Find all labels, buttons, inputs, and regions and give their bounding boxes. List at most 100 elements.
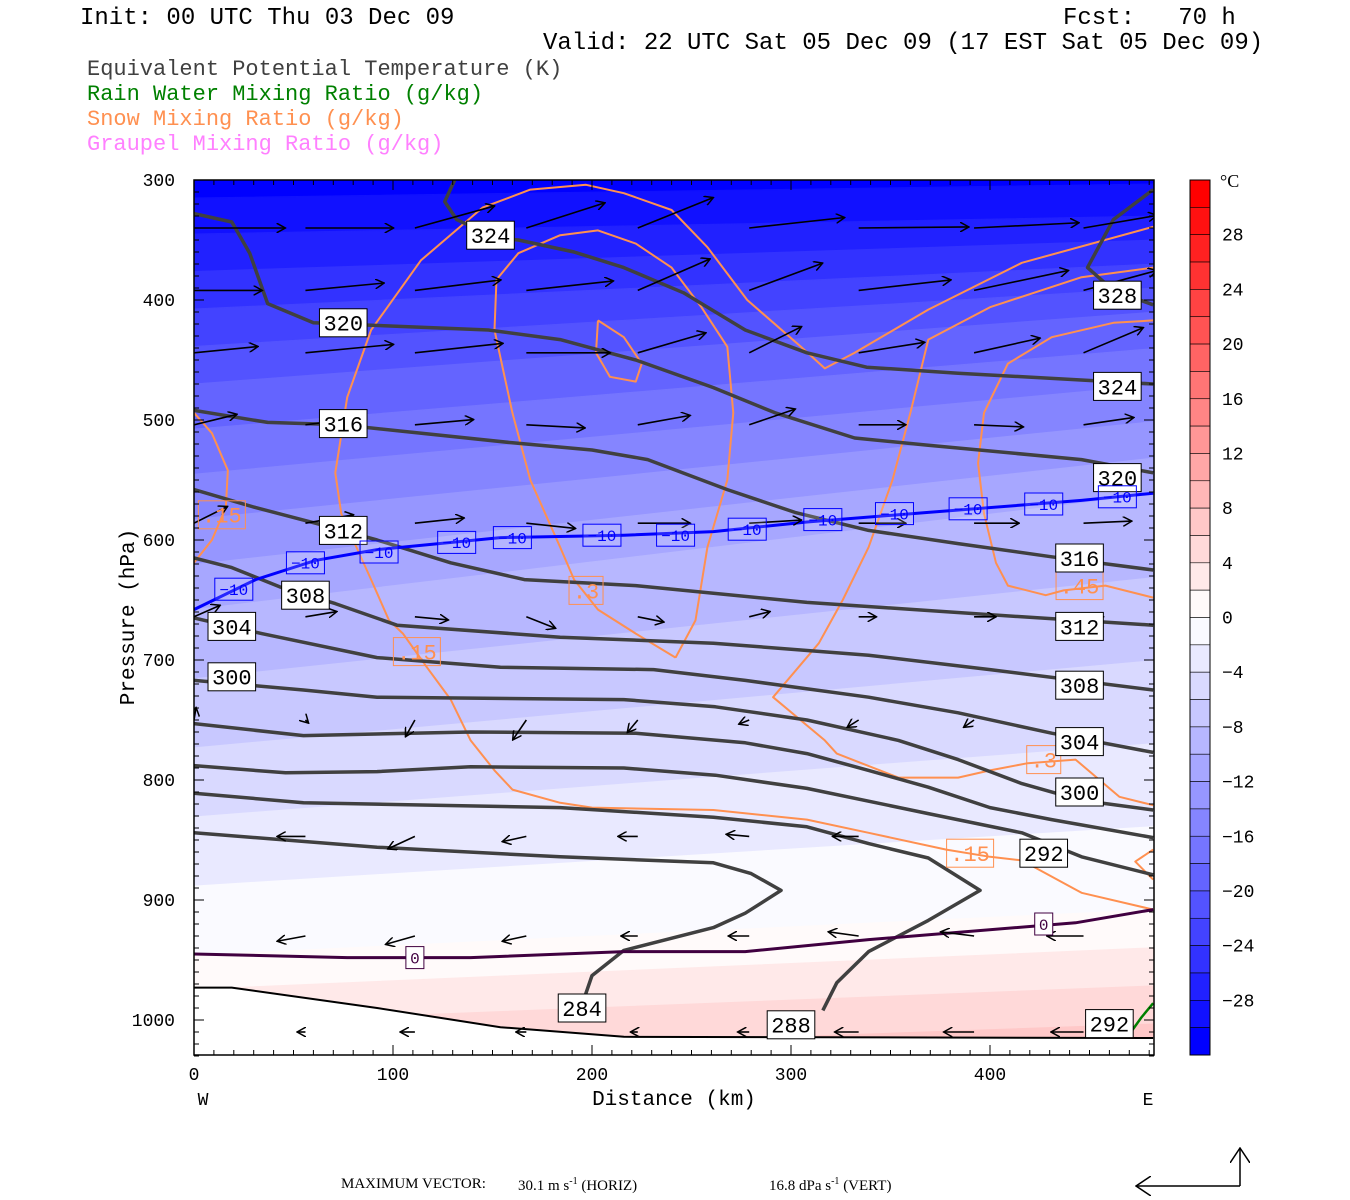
theta-e-label: 324 bbox=[471, 225, 511, 250]
theta-e-label-box bbox=[318, 409, 368, 439]
isotherm-label: 0 bbox=[1039, 917, 1049, 935]
snow-contour bbox=[334, 183, 1154, 911]
colorbar-bin bbox=[1189, 726, 1211, 755]
theta-e-label-box bbox=[1055, 727, 1104, 757]
y-tick-label: 1000 bbox=[132, 1012, 175, 1032]
colorbar-tick-label: −12 bbox=[1222, 774, 1254, 794]
wind-vector bbox=[637, 617, 664, 622]
isotherm-label-box bbox=[1034, 912, 1054, 936]
colorbar-tick-label: 20 bbox=[1222, 336, 1244, 356]
wind-vector bbox=[739, 720, 750, 724]
legend-graupel: Graupel Mixing Ratio (g/kg) bbox=[87, 132, 444, 157]
wind-vector bbox=[414, 420, 474, 426]
snow-contour bbox=[493, 229, 735, 659]
theta-e-label-box bbox=[1055, 670, 1104, 700]
wind-vector bbox=[974, 223, 1079, 229]
wind-vector bbox=[305, 344, 393, 354]
theta-e-contour bbox=[194, 487, 1154, 627]
temperature-band bbox=[194, 287, 1154, 385]
wind-vector bbox=[414, 206, 495, 229]
y-tick-label: 300 bbox=[143, 172, 175, 192]
wind-vector bbox=[1083, 417, 1134, 426]
theta-e-label: 312 bbox=[323, 520, 363, 545]
snow-contour-label-box bbox=[1026, 745, 1062, 775]
colorbar-bin bbox=[1189, 808, 1211, 837]
plot-frame bbox=[193, 179, 1155, 1056]
isotherm-label-box bbox=[492, 526, 532, 550]
theta-e-label-box bbox=[1055, 543, 1104, 573]
wind-vector bbox=[526, 281, 613, 292]
theta-e-label-box bbox=[318, 515, 368, 545]
theta-e-label-box bbox=[557, 993, 607, 1023]
y-tick-label: 900 bbox=[143, 892, 175, 912]
theta-e-label: 304 bbox=[1060, 732, 1100, 757]
colorbar-tick-label: −28 bbox=[1222, 992, 1254, 1012]
isotherm-label: −10 bbox=[733, 522, 762, 540]
x-tick-label: 400 bbox=[974, 1066, 1006, 1086]
colorbar-bin bbox=[1189, 917, 1211, 946]
wind-vector bbox=[305, 612, 337, 617]
max-vector-horiz: 30.1 m s-1 (HORIZ) bbox=[518, 1176, 637, 1195]
theta-e-label: 288 bbox=[771, 1015, 811, 1040]
colorbar-bin bbox=[1189, 835, 1211, 864]
wind-vector bbox=[749, 520, 802, 523]
isotherm-label-box bbox=[803, 508, 843, 532]
wind-vector bbox=[526, 425, 585, 428]
snow-contour-label-box bbox=[392, 637, 441, 667]
temperature-field bbox=[194, 180, 1154, 1055]
theta-e-label-box bbox=[466, 220, 515, 250]
colorbar-bin bbox=[1189, 316, 1211, 345]
theta-e-label: 312 bbox=[1060, 616, 1100, 641]
colorbar-bin bbox=[1189, 480, 1211, 509]
theta-e-label-box bbox=[207, 611, 257, 641]
wind-vector bbox=[858, 280, 951, 292]
temperature-band bbox=[194, 826, 1154, 956]
wind-vector bbox=[627, 719, 639, 733]
wind-vector bbox=[748, 409, 795, 426]
temperature-band bbox=[194, 421, 1154, 565]
theta-e-contour bbox=[442, 180, 1154, 386]
theta-e-contour bbox=[194, 678, 1154, 812]
isotherm-label: −10 bbox=[219, 582, 248, 600]
wind-vectors bbox=[194, 198, 1154, 1032]
terrain-line bbox=[194, 986, 1154, 1039]
colorbar-bin bbox=[1189, 398, 1211, 427]
colorbar-tick-label: −8 bbox=[1222, 719, 1244, 739]
isotherm-label: −10 bbox=[1103, 490, 1132, 508]
colorbar-bin bbox=[1189, 753, 1211, 782]
colorbar-bin bbox=[1189, 343, 1211, 372]
x-axis-label: Distance (km) bbox=[592, 1089, 756, 1112]
reference-vector-icon bbox=[1136, 1148, 1240, 1186]
colorbar-tick-label: 24 bbox=[1222, 281, 1244, 301]
vert-exponent: -1 bbox=[831, 1176, 840, 1187]
theta-e-label: 320 bbox=[1098, 468, 1138, 493]
temperature-band bbox=[194, 183, 1154, 235]
wind-vector bbox=[637, 333, 706, 354]
x-tick-label: 200 bbox=[576, 1066, 608, 1086]
isotherm-label: −10 bbox=[954, 502, 983, 520]
theta-e-label: 324 bbox=[1098, 376, 1138, 401]
theta-e-label: 292 bbox=[1024, 843, 1064, 868]
colorbar-tick-label: 12 bbox=[1222, 445, 1244, 465]
y-tick-label: 600 bbox=[143, 532, 175, 552]
wind-vector bbox=[847, 720, 860, 727]
wind-vector bbox=[973, 338, 1040, 354]
theta-e-contour bbox=[194, 616, 1154, 755]
isotherm-label: −10 bbox=[291, 556, 320, 574]
isotherm-label-box bbox=[359, 540, 399, 564]
y-tick-label: 800 bbox=[143, 772, 175, 792]
wind-vector bbox=[526, 616, 555, 629]
east-label: E bbox=[1143, 1091, 1154, 1111]
theta-e-label-box bbox=[1055, 777, 1104, 807]
isotherm-label-box bbox=[582, 523, 622, 547]
theta-e-label: 300 bbox=[1060, 782, 1100, 807]
theta-e-label-box bbox=[281, 580, 330, 610]
wind-vector bbox=[414, 280, 501, 292]
snow-contour-label: .45 bbox=[1060, 576, 1100, 601]
isotherm-label: −10 bbox=[498, 530, 527, 548]
max-vector-label: MAXIMUM VECTOR: bbox=[341, 1176, 486, 1192]
colorbar-frame bbox=[1189, 179, 1211, 1056]
colorbar-bin bbox=[1189, 890, 1211, 919]
wind-vector bbox=[726, 834, 750, 836]
snow-contour-label-box bbox=[197, 500, 246, 530]
